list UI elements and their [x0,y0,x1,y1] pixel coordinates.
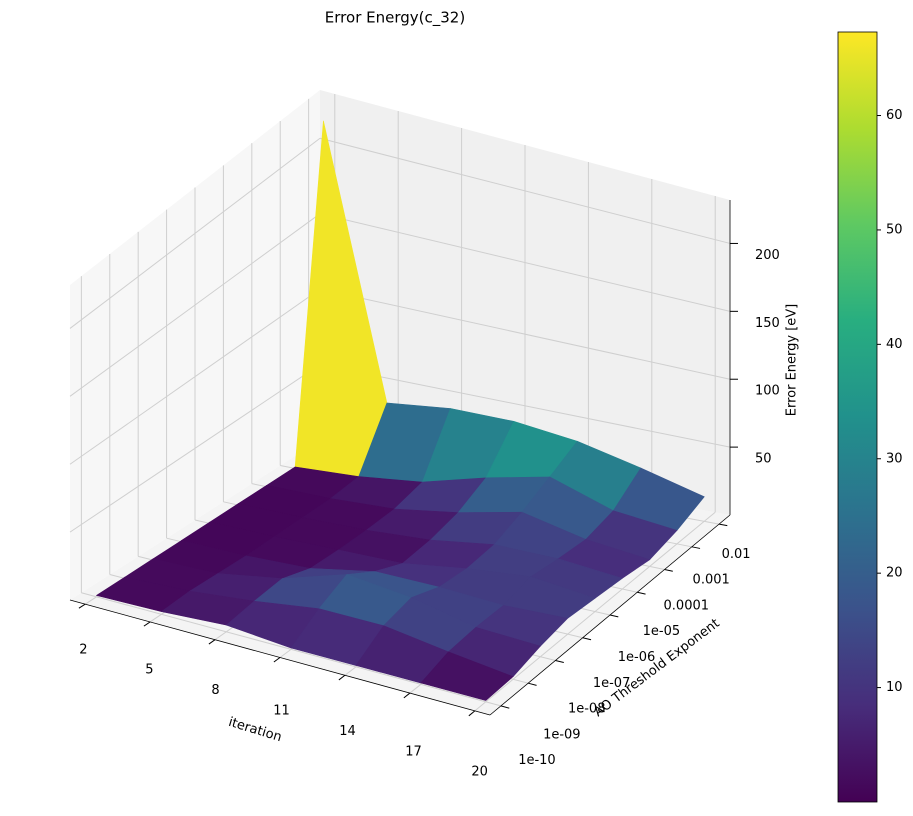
colorbar-tick-label: 60 [886,108,903,123]
z-tick-label: 150 [755,316,780,331]
grid-line [69,213,321,397]
x-tick-label: 11 [273,704,290,719]
colorbar-tick-label: 20 [886,566,903,581]
x-tick-label: 20 [471,765,488,780]
x-tick-label: 5 [145,663,153,678]
z-tick-label: 50 [755,452,772,467]
tick-mark [718,523,728,527]
grid-line [81,592,502,707]
grid-line [319,137,731,244]
colorbar-tick-label: 30 [886,451,903,466]
tick-mark [468,710,476,717]
colorbar-tick-label: 10 [886,680,903,695]
tick-mark [273,657,281,663]
tick-mark [691,546,701,549]
y-tick-label: 1e-05 [643,624,681,639]
y-tick-label: 0.001 [693,573,730,588]
chart-title: Error Energy(c_32) [325,9,465,28]
x-tick-label: 2 [79,642,87,657]
tick-mark [555,659,564,664]
tick-mark [582,637,592,641]
tick-mark [78,603,86,609]
colorbar [837,31,878,803]
grid-line [319,213,731,312]
y-tick-label: 0.0001 [664,598,710,613]
tick-mark [208,639,216,645]
z-tick-label: 100 [755,384,780,399]
colorbar-tick-label: 50 [886,222,903,237]
tick-mark [403,692,411,699]
y-tick-label: 1e-08 [568,702,606,717]
tick-mark [664,569,673,572]
y-axis-line [489,514,731,716]
grid-line [319,288,731,380]
tick-mark [500,705,510,709]
tick-mark [609,614,619,618]
x-axis-line [69,599,491,716]
tick-mark [338,674,346,681]
tick-mark [637,591,646,595]
y-tick-label: 1e-06 [618,650,656,665]
z-axis-label: Error Energy [eV] [785,304,800,417]
y-tick-label: 1e-09 [543,727,581,742]
tick-mark [528,682,537,686]
grid-line [69,288,321,465]
y-tick-label: 1e-07 [593,676,631,691]
grid-line [319,364,731,448]
grid-line [69,364,321,533]
z-tick-label: 200 [755,248,780,263]
tick-mark [143,621,151,627]
surface-face [420,651,514,701]
y-tick-label: 0.01 [722,547,751,562]
x-tick-label: 14 [339,724,356,739]
x-tick-label: 8 [211,683,219,698]
x-axis-label: iteration [227,715,284,745]
grid-line [69,137,321,329]
x-tick-label: 17 [405,744,422,759]
y-tick-label: 1e-10 [518,753,556,768]
colorbar-tick-label: 40 [886,337,903,352]
